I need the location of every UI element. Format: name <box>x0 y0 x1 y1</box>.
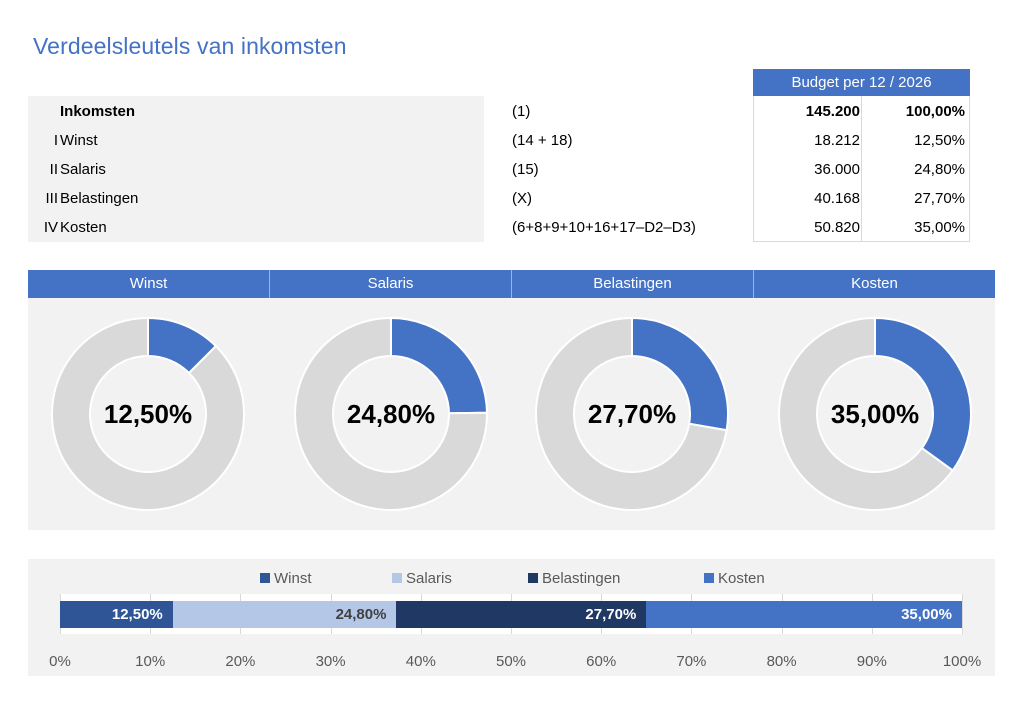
donut-header-salaris: Salaris <box>270 270 512 298</box>
x-tick-label: 50% <box>495 653 527 670</box>
value-row-inkomsten: 145.200 100,00% <box>754 97 969 126</box>
legend-label: Belastingen <box>542 570 621 587</box>
budget-values-table: 145.200 100,00% 18.212 12,50% 36.000 24,… <box>753 96 970 242</box>
donut-segment-value <box>631 316 729 432</box>
value-row-winst: 18.212 12,50% <box>754 126 969 155</box>
percent-cell: 12,50% <box>914 132 965 149</box>
formula-salaris: (15) <box>512 161 539 178</box>
amount-cell: 145.200 <box>805 103 860 120</box>
donut-header-winst: Winst <box>28 270 270 298</box>
x-tick-label: 0% <box>49 653 71 670</box>
legend-item-kosten: Kosten <box>704 569 765 589</box>
x-tick-label: 10% <box>135 653 166 670</box>
donut-center-label: 12,50% <box>103 399 193 429</box>
donut-segment-rest <box>294 316 488 511</box>
amount-cell: 50.820 <box>814 219 860 236</box>
donut-chart-winst: 12,50% <box>50 316 246 512</box>
donut-chart-salaris: 24,80% <box>293 316 489 512</box>
formula-belastingen: (X) <box>512 190 532 207</box>
stacked-bar: 12,50% 24,80% 27,70% 35,00% <box>60 601 962 628</box>
donut-chart-panel: 12,50% 24,80% 27,70% 35,00% <box>28 298 995 530</box>
table-row-belastingen: III Belastingen <box>28 184 484 213</box>
x-tick-label: 90% <box>856 653 887 670</box>
x-tick-label: 20% <box>225 653 256 670</box>
percent-cell: 24,80% <box>914 161 965 178</box>
table-row-winst: I Winst <box>28 126 484 155</box>
donut-segment-rest <box>535 316 728 511</box>
row-number: I <box>53 132 58 149</box>
legend-item-winst: Winst <box>260 569 312 589</box>
amount-cell: 40.168 <box>814 190 860 207</box>
table-row-inkomsten: Inkomsten <box>28 97 484 126</box>
donut-segment-rest <box>51 316 245 511</box>
stacked-bar-chart: Winst Salaris Belastingen Kosten 12,50% … <box>28 559 995 676</box>
legend-swatch-icon <box>704 573 714 583</box>
row-number: IV <box>43 219 58 236</box>
legend-label: Salaris <box>406 570 452 587</box>
donut-graphic <box>51 316 245 511</box>
donut-segment-value <box>874 316 972 472</box>
donut-header-belastingen: Belastingen <box>512 270 754 298</box>
x-tick-label: 100% <box>942 653 982 670</box>
row-number: II <box>49 161 58 178</box>
donut-header-band: Winst Salaris Belastingen Kosten <box>28 270 995 298</box>
row-name: Salaris <box>60 161 106 178</box>
amount-cell: 36.000 <box>814 161 860 178</box>
donut-graphic <box>778 316 972 511</box>
legend-swatch-icon <box>528 573 538 583</box>
donut-center-label: 35,00% <box>830 399 920 429</box>
gridline <box>962 594 963 634</box>
x-tick-label: 70% <box>676 653 707 670</box>
donut-chart-kosten: 35,00% <box>777 316 973 512</box>
donut-center-label: 27,70% <box>587 399 677 429</box>
formula-inkomsten: (1) <box>512 103 531 120</box>
row-number: III <box>45 190 58 207</box>
chart-legend: Winst Salaris Belastingen Kosten <box>28 569 995 589</box>
formula-winst: (14 + 18) <box>512 132 573 149</box>
value-row-kosten: 50.820 35,00% <box>754 213 969 242</box>
bar-segment-kosten: 35,00% <box>646 601 962 628</box>
row-name: Inkomsten <box>60 103 136 120</box>
donut-header-kosten: Kosten <box>851 275 898 292</box>
x-tick-label: 60% <box>586 653 617 670</box>
x-tick-label: 40% <box>405 653 436 670</box>
donut-graphic <box>535 316 729 511</box>
legend-swatch-icon <box>392 573 402 583</box>
donut-chart-belastingen: 27,70% <box>534 316 730 512</box>
x-tick-label: 30% <box>315 653 346 670</box>
x-tick-label: 80% <box>766 653 797 670</box>
formula-kosten: (6+8+9+10+16+17–D2–D3) <box>512 219 696 236</box>
column-divider <box>861 96 862 241</box>
budget-column-header: Budget per 12 / 2026 <box>753 69 970 96</box>
percent-cell: 27,70% <box>914 190 965 207</box>
plot-area: 12,50% 24,80% 27,70% 35,00% <box>60 594 963 634</box>
percent-cell: 35,00% <box>914 219 965 236</box>
legend-item-salaris: Salaris <box>392 569 452 589</box>
bar-segment-belastingen: 27,70% <box>396 601 647 628</box>
donut-center-label: 24,80% <box>346 399 436 429</box>
value-row-belastingen: 40.168 27,70% <box>754 184 969 213</box>
table-row-kosten: IV Kosten <box>28 213 484 242</box>
legend-label: Winst <box>274 570 312 587</box>
amount-cell: 18.212 <box>814 132 860 149</box>
bar-segment-winst: 12,50% <box>60 601 173 628</box>
page-title: Verdeelsleutels van inkomsten <box>33 33 347 59</box>
legend-item-belastingen: Belastingen <box>528 569 620 589</box>
donut-graphic <box>294 316 489 511</box>
legend-swatch-icon <box>260 573 270 583</box>
row-name: Belastingen <box>60 190 139 207</box>
bar-segment-salaris: 24,80% <box>172 601 397 628</box>
legend-label: Kosten <box>718 570 765 587</box>
donut-segment-rest <box>778 316 955 511</box>
row-name: Kosten <box>60 219 107 236</box>
percent-cell: 100,00% <box>905 103 965 120</box>
income-labels-table: Inkomsten I Winst II Salaris III Belasti… <box>28 96 484 242</box>
table-row-salaris: II Salaris <box>28 155 484 184</box>
value-row-salaris: 36.000 24,80% <box>754 155 969 184</box>
row-name: Winst <box>60 132 98 149</box>
